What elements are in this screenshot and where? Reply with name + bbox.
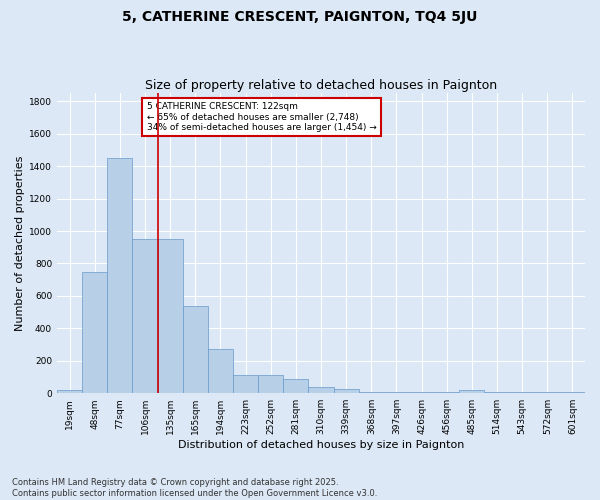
Bar xyxy=(233,376,258,393)
Text: Contains HM Land Registry data © Crown copyright and database right 2025.
Contai: Contains HM Land Registry data © Crown c… xyxy=(12,478,377,498)
Bar xyxy=(509,392,535,393)
Bar xyxy=(459,390,484,393)
Bar xyxy=(158,239,183,393)
Text: 5, CATHERINE CRESCENT, PAIGNTON, TQ4 5JU: 5, CATHERINE CRESCENT, PAIGNTON, TQ4 5JU xyxy=(122,10,478,24)
Bar xyxy=(283,378,308,393)
Bar xyxy=(107,158,133,393)
Bar xyxy=(208,348,233,393)
Bar xyxy=(334,389,359,393)
Bar xyxy=(484,392,509,393)
Bar xyxy=(384,392,409,393)
Title: Size of property relative to detached houses in Paignton: Size of property relative to detached ho… xyxy=(145,79,497,92)
Bar xyxy=(535,392,560,393)
Text: 5 CATHERINE CRESCENT: 122sqm
← 65% of detached houses are smaller (2,748)
34% of: 5 CATHERINE CRESCENT: 122sqm ← 65% of de… xyxy=(147,102,377,132)
Bar xyxy=(258,376,283,393)
Bar xyxy=(183,306,208,393)
Bar xyxy=(133,239,158,393)
X-axis label: Distribution of detached houses by size in Paignton: Distribution of detached houses by size … xyxy=(178,440,464,450)
Bar xyxy=(560,392,585,393)
Bar xyxy=(409,392,434,393)
Bar xyxy=(82,272,107,393)
Bar xyxy=(434,392,459,393)
Bar xyxy=(359,392,384,393)
Bar xyxy=(308,386,334,393)
Bar xyxy=(57,390,82,393)
Y-axis label: Number of detached properties: Number of detached properties xyxy=(15,156,25,331)
